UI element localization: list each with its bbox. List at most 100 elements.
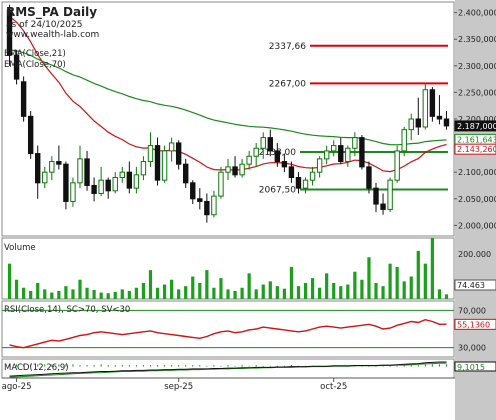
volume-bar [444, 294, 449, 299]
volume-bar [134, 287, 138, 299]
candle-body [20, 81, 27, 117]
price-y-tick-label: 2.000,000 [458, 221, 496, 230]
candle-body [225, 166, 231, 173]
candle-body [197, 198, 203, 202]
volume-bar [416, 250, 420, 299]
ema70-line [9, 49, 447, 146]
volume-bar [219, 278, 223, 299]
volume-bar [296, 286, 301, 299]
x-axis-tick-label: ago-25 [2, 382, 32, 392]
volume-bar [303, 282, 308, 299]
candle-body [98, 179, 104, 194]
volume-bar [226, 289, 230, 299]
candle-body [112, 177, 118, 192]
volume-bar [402, 281, 406, 299]
price-y-tick-label: 2.350,000 [458, 35, 496, 44]
price-y-tick-label: 2.100,000 [458, 168, 496, 177]
candle-body [147, 145, 154, 163]
volume-bar [36, 282, 40, 299]
volume-bar [205, 270, 209, 299]
rsi-panel-frame [1, 300, 455, 358]
volume-bar [71, 289, 75, 299]
volume-bar [353, 271, 357, 299]
candle-body [260, 137, 266, 149]
price-y-tick-label: 2.250,000 [458, 88, 496, 97]
rsi-y-tick-label: 70,000 [458, 306, 486, 315]
volume-title: Volume [4, 243, 36, 253]
x-axis-tick-label: sep-25 [164, 382, 193, 392]
candle-body [161, 150, 168, 181]
candle-body [175, 142, 182, 165]
volume-bar [177, 289, 181, 299]
volume-bar [388, 263, 392, 299]
candle-body [380, 203, 386, 210]
candle-body [323, 150, 330, 160]
volume-last-label: 74.463 [457, 281, 485, 290]
volume-bar [113, 291, 117, 299]
candle-body [133, 174, 140, 189]
level-label: 2267,00 [269, 79, 306, 89]
volume-bar [282, 288, 286, 299]
volume-bar [339, 286, 343, 299]
rsi-last-label: 55,1360 [457, 320, 490, 329]
volume-bar [374, 282, 378, 299]
candle-body [27, 115, 34, 155]
chart-subtitle: as of 24/10/2025 [6, 20, 82, 30]
volume-last-box [454, 279, 496, 291]
volume-bar [395, 266, 399, 299]
price-y-tick-label: 2.400,000 [458, 9, 496, 18]
volume-bar [275, 286, 279, 299]
candle-body [331, 145, 337, 152]
candle-body [42, 171, 48, 184]
volume-bar [268, 281, 272, 299]
volume-bar [191, 276, 195, 299]
candle-body [91, 184, 97, 194]
candle-body [183, 163, 189, 184]
candle-body [49, 161, 55, 173]
chart-title: RMS_PA Daily [6, 5, 97, 20]
price-right-label-box [454, 143, 496, 155]
volume-bar [367, 257, 371, 299]
candle-body [119, 171, 125, 179]
price-y-tick-label: 2.300,000 [458, 62, 496, 71]
candle-body [394, 150, 400, 181]
candle-body [359, 137, 365, 168]
volume-bar [99, 292, 103, 299]
price-right-label-box [454, 120, 496, 132]
candle-body [218, 171, 224, 197]
volume-bar [381, 286, 385, 299]
candle-body [168, 142, 175, 152]
volume-bar [212, 287, 216, 299]
candle-body [204, 200, 210, 216]
macd-line [9, 361, 447, 377]
price-right-label: 2.161,643 [457, 135, 496, 144]
volume-bar [233, 290, 237, 299]
volume-bar [289, 266, 294, 299]
volume-y-tick-label: 200.000 [458, 250, 491, 259]
candle-body [373, 187, 379, 205]
volume-bar [50, 292, 54, 299]
volume-bar [332, 282, 336, 299]
volume-bar [106, 293, 110, 299]
price-y-tick-label: 2.200,000 [458, 115, 496, 124]
candle-body [415, 118, 421, 128]
candle-body [6, 9, 13, 56]
candle-body [401, 129, 407, 152]
volume-bar [247, 273, 251, 299]
price-right-label: 2.143,260 [457, 145, 496, 154]
price-right-label: 2.187,000 [457, 122, 496, 131]
volume-bar [437, 289, 442, 299]
x-axis-area [0, 378, 455, 420]
candle-body [190, 182, 196, 200]
volume-bar [254, 289, 258, 299]
volume-bar [409, 276, 413, 299]
candle-body [140, 161, 147, 176]
volume-bar [57, 290, 61, 299]
macd-last-box [454, 361, 496, 372]
level-label: 2067,50 [259, 185, 296, 195]
legend-ema70: EMA(Close,70) [4, 60, 66, 70]
candle-body [352, 137, 358, 149]
candle-body [77, 158, 83, 184]
